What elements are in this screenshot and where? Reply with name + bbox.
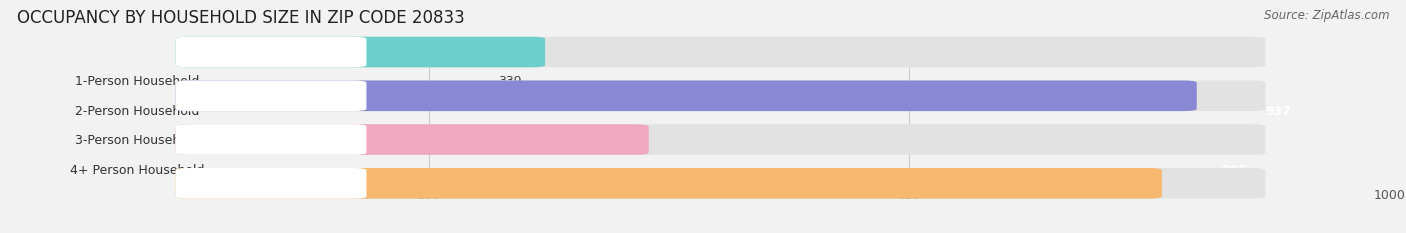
Text: 4+ Person Household: 4+ Person Household <box>70 164 204 177</box>
Text: 1-Person Household: 1-Person Household <box>75 75 200 88</box>
Text: 905: 905 <box>1222 164 1247 177</box>
Text: 434: 434 <box>628 134 652 147</box>
Text: Source: ZipAtlas.com: Source: ZipAtlas.com <box>1264 9 1389 22</box>
Text: 3-Person Household: 3-Person Household <box>75 134 200 147</box>
Text: 339: 339 <box>499 75 522 88</box>
Text: 2-Person Household: 2-Person Household <box>75 105 200 117</box>
Text: OCCUPANCY BY HOUSEHOLD SIZE IN ZIP CODE 20833: OCCUPANCY BY HOUSEHOLD SIZE IN ZIP CODE … <box>17 9 464 27</box>
Text: 937: 937 <box>1265 105 1292 117</box>
